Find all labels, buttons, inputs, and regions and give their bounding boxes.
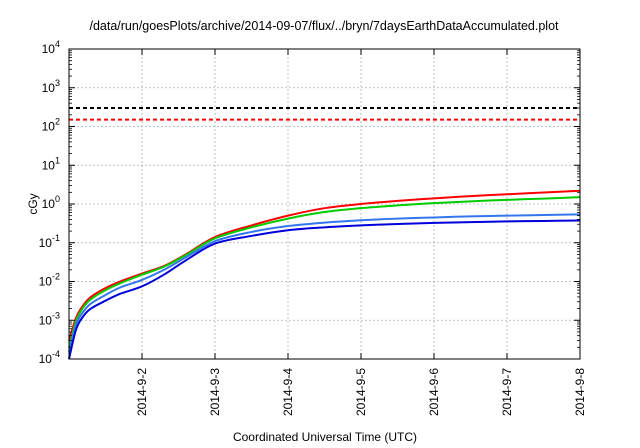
series-line (68, 219, 581, 360)
grid (69, 49, 580, 359)
series-layer (68, 189, 581, 360)
x-tick-label: 2014-9-3 (208, 368, 222, 416)
series-line (68, 213, 581, 353)
x-tick-label: 2014-9-5 (354, 368, 368, 416)
series-line (68, 189, 581, 341)
y-tick-label: 103 (42, 78, 60, 95)
x-tick-label: 2014-9-7 (500, 368, 514, 416)
x-tick-label: 2014-9-4 (281, 368, 295, 416)
y-tick-label: 10-4 (39, 349, 60, 366)
plot-frame (68, 48, 581, 360)
y-tick-label: 102 (42, 117, 60, 134)
reference-lines (69, 107, 580, 121)
y-tick-label: 101 (42, 155, 60, 172)
y-tick-label: 104 (42, 39, 60, 56)
chart-title: /data/run/goesPlots/archive/2014-09-07/f… (89, 19, 559, 33)
x-tick-label: 2014-9-8 (573, 368, 587, 416)
y-tick-label: 10-1 (39, 233, 60, 250)
series-line (68, 196, 581, 348)
x-axis-label: Coordinated Universal Time (UTC) (233, 430, 417, 444)
x-axis-ticks: 2014-9-2 2014-9-3 2014-9-4 2014-9-5 2014-9-6… (135, 49, 587, 416)
y-tick-label: 10-3 (39, 310, 60, 327)
x-tick-label: 2014-9-6 (427, 368, 441, 416)
y-tick-label: 10-2 (39, 272, 60, 289)
x-tick-label: 2014-9-2 (135, 368, 149, 416)
y-axis-label: cGy (26, 193, 40, 214)
y-tick-label: 100 (42, 194, 60, 211)
